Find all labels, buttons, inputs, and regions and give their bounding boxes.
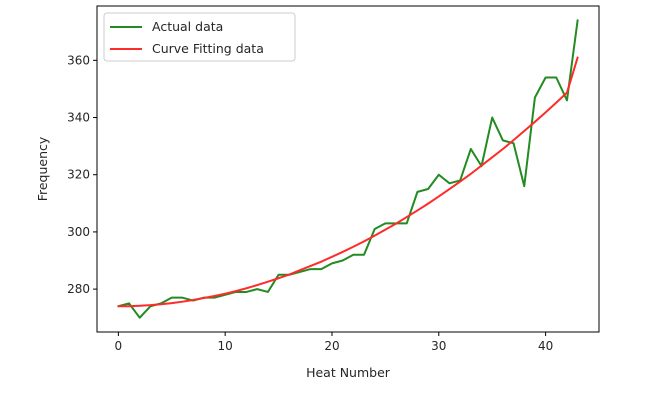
x-tick-label: 20: [324, 339, 339, 353]
y-axis-label: Frequency: [35, 136, 50, 201]
x-tick-label: 40: [538, 339, 553, 353]
series-line-actual-data: [117, 19, 579, 319]
plot-frame: [96, 5, 600, 333]
y-tick-label: 280: [67, 282, 90, 296]
y-tick-label: 340: [67, 111, 90, 125]
x-axis: 0 10 20 30 40: [115, 332, 553, 353]
series-line-curve-fitting-data: [117, 56, 579, 308]
x-tick-label: 10: [218, 339, 233, 353]
legend-label-curve-fitting-data: Curve Fitting data: [152, 41, 264, 56]
plot-area: [117, 19, 579, 319]
x-tick-label: 30: [431, 339, 446, 353]
legend-label-actual-data: Actual data: [152, 19, 223, 34]
y-tick-label: 360: [67, 53, 90, 67]
legend: Actual data Curve Fitting data: [103, 12, 296, 62]
y-tick-label: 320: [67, 168, 90, 182]
y-axis: 280 300 320 340 360: [67, 53, 97, 296]
legend-box: [103, 12, 296, 62]
x-tick-label: 0: [115, 339, 123, 353]
y-tick-label: 300: [67, 225, 90, 239]
x-axis-label: Heat Number: [306, 365, 391, 380]
